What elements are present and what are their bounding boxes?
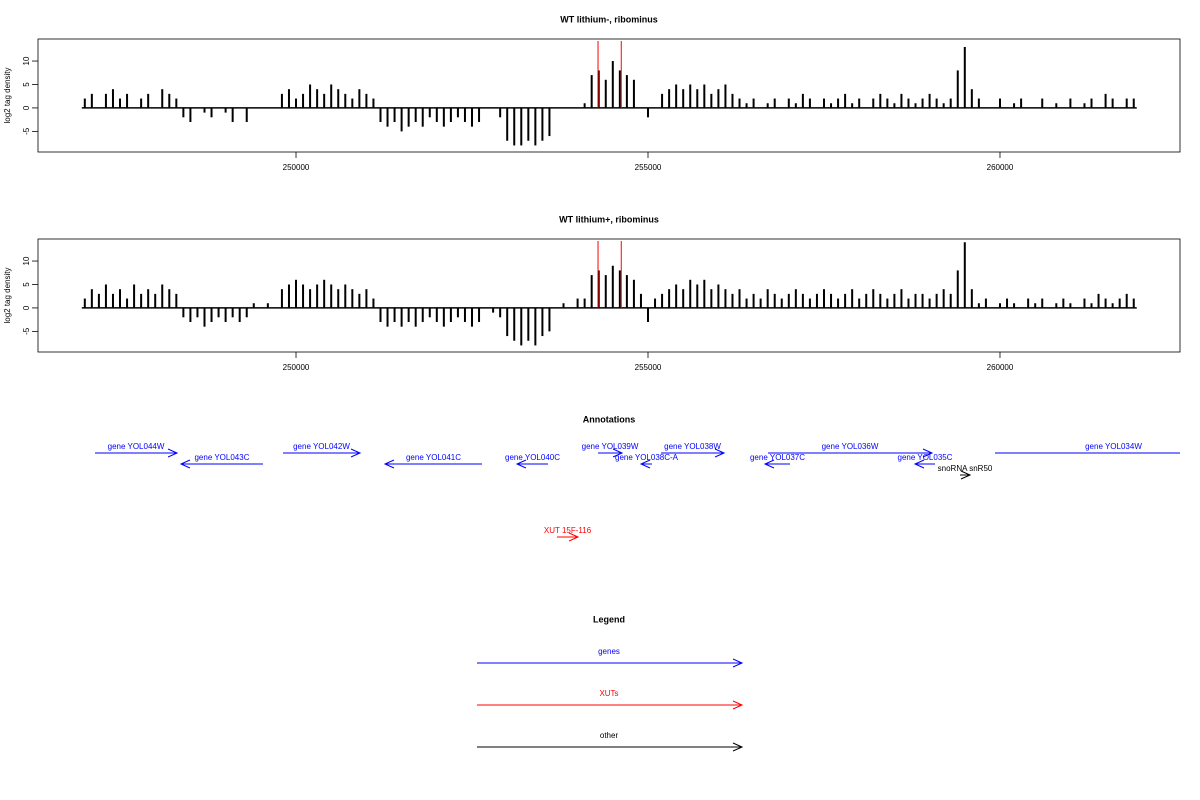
x-tick-label: 260000	[987, 363, 1014, 372]
x-tick-label: 255000	[635, 163, 662, 172]
feature-label: gene YOL040C	[505, 453, 560, 462]
y-tick-label: 5	[22, 282, 31, 287]
feature-label: gene YOL044W	[108, 442, 165, 451]
feature-label: gene YOL035C	[898, 453, 953, 462]
feature-arrow-head	[383, 459, 395, 469]
x-tick-label: 250000	[283, 363, 310, 372]
feature-label: gene YOL038C-A	[615, 453, 679, 462]
legend-label: genes	[598, 647, 620, 656]
feature-arrow-head	[763, 459, 775, 469]
legend-label: other	[600, 731, 619, 740]
feature-arrow-head	[179, 459, 191, 469]
annotations-title: Annotations	[583, 414, 636, 424]
x-tick-label: 255000	[635, 363, 662, 372]
feature-label: gene YOL041C	[406, 453, 461, 462]
feature-label: gene YOL039W	[582, 442, 639, 451]
y-tick-label: 0	[22, 105, 31, 110]
feature-arrow-head	[515, 459, 527, 469]
feature-label: gene YOL043C	[194, 453, 249, 462]
plot-frame	[37, 38, 1181, 153]
x-tick-label: 260000	[987, 163, 1014, 172]
legend-title: Legend	[593, 614, 625, 624]
feature-arrow-head	[639, 459, 651, 469]
feature-arrow-head	[612, 448, 624, 458]
feature-label: snoRNA snR50	[938, 464, 993, 473]
x-tick-label: 250000	[283, 163, 310, 172]
y-axis-label: log2 tag density	[3, 67, 12, 123]
y-tick-label: 5	[22, 82, 31, 87]
y-axis-label: log2 tag density	[3, 267, 12, 323]
feature-arrow-head	[714, 448, 726, 458]
legend-arrow-head	[732, 658, 744, 668]
feature-arrow-head	[350, 448, 362, 458]
feature-arrow-head	[922, 448, 934, 458]
feature-arrow-head	[568, 532, 580, 542]
y-tick-label: -5	[22, 127, 31, 135]
y-tick-label: 0	[22, 305, 31, 310]
feature-label: gene YOL037C	[750, 453, 805, 462]
y-tick-label: 10	[22, 256, 31, 265]
y-tick-label: -5	[22, 327, 31, 335]
chart-title: WT lithium+, ribominus	[559, 214, 659, 224]
plot-frame	[37, 238, 1181, 353]
legend-arrow-head	[732, 742, 744, 752]
legend-arrow-head	[732, 700, 744, 710]
feature-arrow-head	[960, 470, 972, 480]
feature-label: gene YOL034W	[1085, 442, 1142, 451]
feature-label: XUT 15F-116	[544, 526, 592, 535]
feature-label: gene YOL038W	[664, 442, 721, 451]
feature-label: gene YOL036W	[822, 442, 879, 451]
feature-arrow-head	[913, 459, 925, 469]
feature-label: gene YOL042W	[293, 442, 350, 451]
feature-arrow-head	[167, 448, 179, 458]
legend-label: XUTs	[599, 689, 618, 698]
y-tick-label: 10	[22, 56, 31, 65]
chart-title: WT lithium-, ribominus	[560, 14, 658, 24]
annotation-track	[95, 448, 1180, 542]
